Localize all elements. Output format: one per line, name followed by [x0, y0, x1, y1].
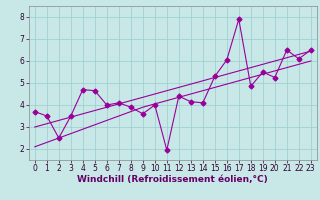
X-axis label: Windchill (Refroidissement éolien,°C): Windchill (Refroidissement éolien,°C): [77, 175, 268, 184]
